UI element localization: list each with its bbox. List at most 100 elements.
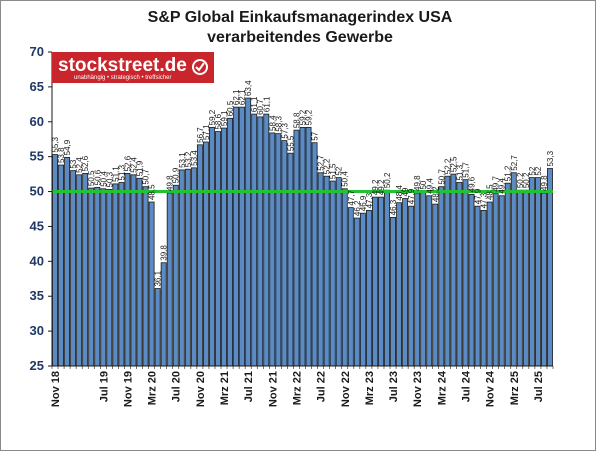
data-label: 46,3: [389, 199, 398, 215]
data-label: 49,2: [371, 179, 380, 195]
data-label: 50,4: [341, 171, 350, 187]
data-label: 49,8: [166, 175, 175, 191]
x-tick-label: Nov 24: [485, 370, 497, 407]
data-label: 60,7: [256, 99, 265, 115]
bar: [82, 173, 89, 367]
y-tick-label: 50: [30, 184, 44, 199]
data-label: 46,9: [359, 195, 368, 211]
x-tick-label: Mrz 24: [436, 370, 448, 405]
bar: [396, 202, 403, 367]
bar: [269, 132, 276, 367]
logo-tagline: unabhängig • strategisch • treffsicher: [74, 75, 171, 81]
data-label: 36,1: [154, 270, 163, 286]
x-tick-label: Mrz 21: [219, 371, 231, 405]
x-tick-label: Jul 23: [388, 371, 400, 402]
data-label: 49,8: [413, 175, 422, 191]
bar: [263, 113, 270, 367]
bar: [281, 140, 288, 367]
bar: [329, 180, 336, 367]
data-label: 55,5: [286, 135, 295, 151]
data-label: 58,4: [268, 115, 277, 131]
bar: [227, 117, 234, 367]
data-label: 57,3: [280, 122, 289, 138]
data-label: 52,2: [443, 158, 452, 174]
y-tick-label: 70: [30, 44, 44, 59]
bar: [293, 129, 300, 367]
bar: [323, 175, 330, 367]
bar: [480, 209, 487, 367]
bar: [130, 174, 137, 367]
bar: [58, 164, 64, 367]
y-tick-label: 45: [30, 218, 44, 233]
bar: [371, 196, 378, 367]
x-tick-label: Jul 21: [243, 371, 255, 402]
bar: [70, 170, 77, 367]
bar: [233, 106, 240, 367]
bar: [341, 188, 348, 367]
data-label: 50: [419, 180, 428, 189]
bar: [516, 189, 523, 367]
x-tick-label: Nov 23: [412, 371, 424, 407]
data-label: 51,2: [504, 165, 513, 181]
bar: [444, 175, 451, 367]
bar: [221, 127, 227, 367]
data-label: 59,2: [305, 109, 314, 125]
bar: [196, 144, 203, 367]
data-label: 52,4: [129, 157, 138, 173]
data-label: 48,4: [395, 185, 404, 201]
bar: [408, 205, 415, 367]
y-tick-label: 25: [30, 358, 44, 373]
x-tick-label: Jul 24: [460, 370, 472, 402]
bar: [486, 201, 493, 367]
data-label: 60,5: [226, 100, 235, 116]
bar: [402, 198, 409, 367]
data-label: 62,1: [238, 89, 247, 105]
data-label: 52,2: [323, 158, 332, 174]
bar: [317, 172, 324, 367]
stockstreet-logo: stockstreet.de unabhängig • strategisch …: [52, 52, 214, 83]
bar: [414, 192, 421, 367]
data-label: 52,7: [317, 155, 326, 171]
data-label: 46,2: [353, 200, 362, 216]
data-label: 56,7: [196, 127, 205, 143]
bar: [287, 152, 294, 367]
data-label: 50,4: [99, 171, 108, 187]
bar: [462, 179, 469, 367]
data-label: 57,1: [202, 124, 211, 140]
logo-name: stockstreet.de: [58, 55, 187, 76]
data-label: 52: [528, 166, 537, 175]
chart-subtitle: verarbeitendes Gewerbe: [207, 29, 393, 46]
x-tick-label: Mrz 23: [364, 371, 376, 405]
data-label: 50,3: [105, 171, 114, 187]
bar: [456, 182, 463, 367]
bar: [541, 192, 547, 367]
checkmark-icon: [192, 59, 208, 75]
bar: [166, 192, 173, 367]
data-label: 50,9: [172, 167, 181, 183]
x-tick-label: Jul 22: [316, 371, 328, 402]
x-tick-label: Mrz 20: [147, 371, 159, 405]
x-tick-label: Nov 22: [340, 371, 352, 407]
bar: [432, 203, 439, 367]
bar: [202, 141, 209, 367]
bar: [468, 193, 475, 367]
bar: [100, 188, 107, 367]
bar: [136, 177, 143, 367]
data-label: 52: [335, 166, 344, 175]
data-label: 53,1: [178, 152, 187, 168]
data-label: 52,6: [81, 155, 90, 171]
bar: [142, 186, 149, 367]
x-tick-label: Nov 19: [122, 371, 134, 407]
bar: [52, 154, 58, 367]
bar: [474, 205, 481, 367]
bar: [365, 209, 372, 367]
bar: [124, 173, 131, 367]
x-tick-label: Jul 19: [98, 371, 110, 402]
data-label: 51,9: [136, 160, 145, 176]
data-label: 52,6: [123, 155, 132, 171]
bar: [426, 195, 433, 367]
data-label: 63,4: [244, 80, 253, 96]
bar: [190, 167, 197, 367]
bar: [275, 133, 282, 367]
